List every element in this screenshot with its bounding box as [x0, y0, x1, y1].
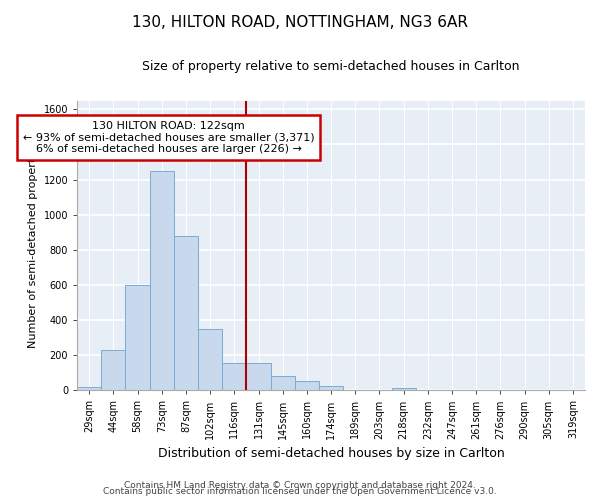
Bar [319, 386, 343, 390]
Bar [101, 350, 125, 391]
Bar [271, 376, 295, 390]
Bar [247, 363, 271, 390]
Y-axis label: Number of semi-detached properties: Number of semi-detached properties [28, 142, 38, 348]
Bar [392, 388, 416, 390]
Bar [174, 236, 198, 390]
X-axis label: Distribution of semi-detached houses by size in Carlton: Distribution of semi-detached houses by … [158, 447, 505, 460]
Bar [295, 382, 319, 390]
Bar [222, 363, 247, 390]
Text: Contains HM Land Registry data © Crown copyright and database right 2024.: Contains HM Land Registry data © Crown c… [124, 481, 476, 490]
Text: Contains public sector information licensed under the Open Government Licence v3: Contains public sector information licen… [103, 487, 497, 496]
Text: 130, HILTON ROAD, NOTTINGHAM, NG3 6AR: 130, HILTON ROAD, NOTTINGHAM, NG3 6AR [132, 15, 468, 30]
Bar [149, 171, 174, 390]
Bar [125, 285, 149, 391]
Bar [77, 387, 101, 390]
Text: 130 HILTON ROAD: 122sqm
← 93% of semi-detached houses are smaller (3,371)
6% of : 130 HILTON ROAD: 122sqm ← 93% of semi-de… [23, 121, 314, 154]
Title: Size of property relative to semi-detached houses in Carlton: Size of property relative to semi-detach… [142, 60, 520, 73]
Bar [198, 329, 222, 390]
